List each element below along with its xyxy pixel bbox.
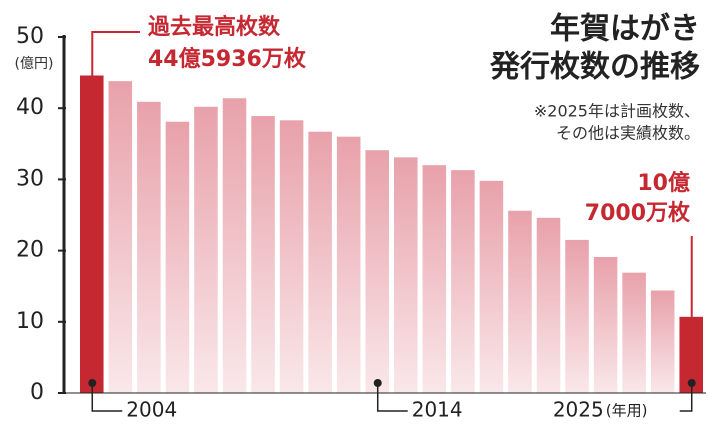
connector [376,383,408,412]
connector [679,383,693,412]
callout [91,31,140,76]
bar [394,157,418,393]
bar [108,81,133,394]
annotation: 44億5936万枚 [148,46,306,72]
bar [165,121,190,393]
bar [80,75,104,394]
bar [479,180,504,393]
y-tick-label: 10 [16,309,44,334]
y-tick-label: 0 [30,380,44,405]
bar [251,116,275,394]
connector [91,383,123,412]
bar [222,98,247,394]
y-tick-label: 40 [16,95,44,120]
y-tick-label: 20 [16,238,44,263]
bar [650,290,675,393]
bar [279,120,304,393]
chart-title: 年賀はがき [550,12,700,47]
bar [593,257,618,393]
x-tick-label: 2014 [412,398,463,422]
chart-title: 発行枚数の推移 [489,50,700,85]
bar [451,170,475,393]
note: ※2025年は計画枚数、 [534,102,700,121]
bar [565,239,589,393]
y-tick-label: 50 [16,24,44,49]
bar [137,101,161,394]
bar [622,272,646,393]
x-suffix: (年用) [606,402,648,420]
annotation: 10億 [637,170,690,196]
bar [194,106,218,393]
bar [365,150,389,393]
bar [308,131,332,394]
annotation: 7000万枚 [585,200,690,226]
annotation: 過去最高枚数 [148,14,281,40]
bar [536,217,561,393]
x-tick-label: 2004 [126,398,177,422]
note: その他は実績枚数。 [556,124,700,143]
y-unit: (億円) [15,56,54,72]
bar [508,210,532,393]
bar [336,136,361,393]
y-tick-label: 30 [16,166,44,191]
x-tick-label: 2025 [553,398,604,422]
bar [422,165,447,393]
bar [679,316,703,393]
